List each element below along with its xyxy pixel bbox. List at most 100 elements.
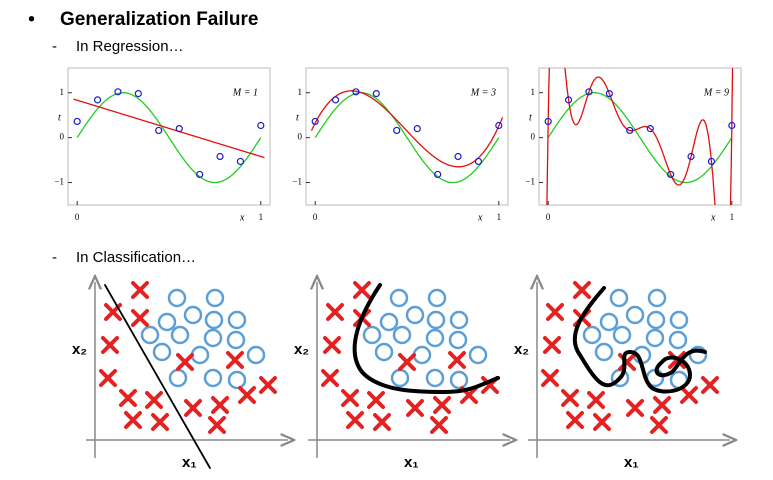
class-cross bbox=[561, 389, 579, 407]
y-tick-label: −1 bbox=[525, 177, 535, 187]
y-axis-label: x₂ bbox=[72, 341, 87, 358]
class-cross bbox=[573, 281, 591, 299]
class-circle bbox=[170, 325, 190, 345]
data-point bbox=[175, 125, 183, 133]
class-circle bbox=[449, 370, 469, 390]
class-cross bbox=[398, 353, 416, 371]
class-circle bbox=[379, 312, 399, 332]
true-curve bbox=[547, 92, 733, 184]
y-axis-label: t bbox=[296, 112, 299, 123]
class-circle bbox=[669, 310, 689, 330]
class-circle bbox=[203, 328, 223, 348]
model-label: M = 3 bbox=[470, 87, 496, 98]
data-point bbox=[707, 157, 716, 166]
class-cross bbox=[448, 351, 466, 369]
class-cross bbox=[430, 416, 448, 434]
data-point bbox=[626, 126, 634, 135]
class-cross bbox=[373, 413, 391, 431]
y-tick-label: 0 bbox=[60, 132, 65, 142]
class-cross bbox=[618, 353, 636, 371]
data-point bbox=[393, 126, 401, 135]
class-circle bbox=[646, 310, 666, 330]
y-axis-label: x₂ bbox=[294, 341, 309, 358]
class-cross bbox=[406, 399, 424, 417]
slide-title: Generalization Failure bbox=[60, 9, 259, 30]
data-point bbox=[257, 121, 265, 130]
class-circle bbox=[392, 325, 412, 345]
class-cross bbox=[546, 303, 564, 321]
class-cross bbox=[367, 391, 385, 409]
y-tick-label: 0 bbox=[298, 132, 303, 142]
data-point bbox=[134, 90, 142, 98]
data-point bbox=[454, 152, 462, 161]
class-circle bbox=[448, 330, 468, 350]
class-cross bbox=[99, 369, 117, 387]
data-point bbox=[93, 96, 102, 104]
model-label: M = 1 bbox=[232, 87, 258, 98]
class-cross bbox=[323, 336, 341, 354]
x-axis-label: x₁ bbox=[182, 454, 197, 471]
y-tick-label: 1 bbox=[60, 87, 65, 97]
y-axis-label: x₂ bbox=[514, 341, 529, 358]
data-point bbox=[413, 125, 421, 133]
class-circle bbox=[205, 288, 225, 308]
class-circle bbox=[157, 312, 177, 332]
y-tick-label: 1 bbox=[531, 87, 536, 97]
plot-frame bbox=[67, 67, 271, 206]
classification-plot: x₂ x₁ bbox=[294, 282, 510, 471]
class-cross bbox=[101, 336, 119, 354]
y-tick-label: −1 bbox=[54, 177, 64, 187]
x-tick-label: 1 bbox=[259, 212, 264, 222]
class-circle bbox=[226, 330, 246, 350]
class-circle bbox=[140, 325, 160, 345]
x-tick-label: 1 bbox=[497, 212, 502, 222]
fit-curve bbox=[546, 68, 734, 205]
class-circle bbox=[426, 310, 446, 330]
x-axis-label: x bbox=[477, 212, 483, 223]
class-cross bbox=[680, 386, 698, 404]
class-cross bbox=[131, 309, 149, 327]
class-circle bbox=[227, 310, 247, 330]
data-point bbox=[155, 126, 163, 135]
class-circle bbox=[599, 312, 619, 332]
class-cross bbox=[145, 391, 163, 409]
data-point bbox=[114, 88, 122, 96]
class-circle bbox=[203, 368, 223, 388]
class-cross bbox=[433, 396, 451, 414]
classification-plot: x₂ x₁ bbox=[72, 282, 288, 471]
y-axis-label: t bbox=[58, 112, 61, 123]
dash: - bbox=[52, 249, 57, 266]
class-circle bbox=[647, 288, 667, 308]
class-cross bbox=[131, 281, 149, 299]
x-axis-label: x₁ bbox=[404, 454, 419, 471]
regression-plot: −1 0 1 0 1 x t M = 9 bbox=[525, 67, 742, 223]
data-point bbox=[585, 88, 593, 96]
class-circle bbox=[190, 345, 210, 365]
class-circle bbox=[594, 342, 614, 362]
class-cross bbox=[626, 399, 644, 417]
data-point bbox=[728, 121, 736, 130]
x-tick-label: 0 bbox=[75, 212, 80, 222]
section-heading: In Regression… bbox=[76, 38, 184, 55]
class-cross bbox=[226, 351, 244, 369]
class-circle bbox=[374, 342, 394, 362]
class-circle bbox=[362, 325, 382, 345]
class-circle bbox=[645, 328, 665, 348]
data-point bbox=[331, 96, 340, 104]
class-circle bbox=[612, 325, 632, 345]
class-circle bbox=[389, 288, 409, 308]
class-circle bbox=[412, 345, 432, 365]
class-cross bbox=[346, 411, 364, 429]
class-cross bbox=[119, 389, 137, 407]
class-cross bbox=[650, 416, 668, 434]
fit-curve bbox=[310, 90, 504, 168]
class-cross bbox=[321, 369, 339, 387]
plot-frame bbox=[538, 67, 742, 206]
class-circle bbox=[152, 342, 172, 362]
data-point bbox=[352, 88, 360, 96]
class-circle bbox=[168, 368, 188, 388]
class-cross bbox=[184, 399, 202, 417]
class-circle bbox=[609, 288, 629, 308]
